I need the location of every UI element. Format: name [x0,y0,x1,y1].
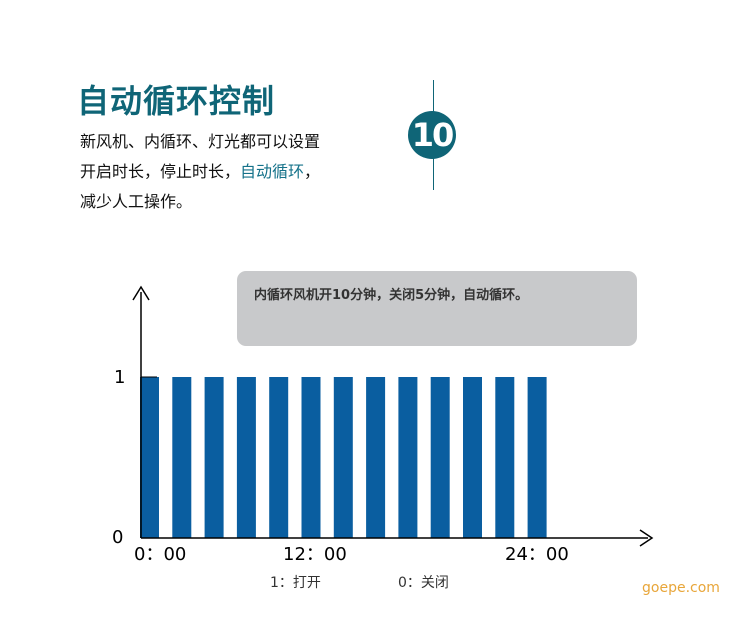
desc-line-2-part-b: ， [304,162,321,181]
x-axis-arrow [639,529,654,547]
note-text: 内循环风机开10分钟，关闭5分钟，自动循环。 [254,288,529,303]
bar-on-period-13 [527,377,547,538]
desc-line-2-part-a: 开启时长，停止时长， [80,162,241,181]
y-axis-arrow [132,285,150,301]
watermark-text: goepe.com [642,580,720,596]
y-tick-label-1: 1 [114,367,125,388]
x-tick-label-start: 0：00 [134,544,186,565]
desc-line-1: 新风机、内循环、灯光都可以设置 [80,132,321,151]
feature-number-badge: 10 [408,111,456,159]
bar-on-period-4 [236,377,256,538]
x-tick-label-mid: 12：00 [283,544,347,565]
bar-on-period-12 [495,377,515,538]
legend-off: 0：关闭 [398,575,449,591]
bar-on-period-9 [398,377,418,538]
y-tick-label-0: 0 [112,527,123,548]
note-box: 内循环风机开10分钟，关闭5分钟，自动循环。 [237,271,637,346]
bar-on-period-10 [430,377,450,538]
bar-on-period-6 [301,377,321,538]
bar-on-period-3 [204,377,224,538]
legend-on: 1：打开 [270,575,321,591]
x-tick-label-end: 24：00 [505,544,569,565]
description: 新风机、内循环、灯光都可以设置 开启时长，停止时长，自动循环， 减少人工操作。 [80,127,400,217]
bar-on-period-8 [366,377,386,538]
desc-highlight: 自动循环 [240,162,305,181]
bar-on-period-2 [172,377,192,538]
bar-on-period-5 [269,377,289,538]
page-title: 自动循环控制 [77,82,276,120]
bar-group [140,377,547,538]
bar-on-period-1 [140,377,159,538]
desc-line-3: 减少人工操作。 [80,192,193,211]
bar-on-period-11 [463,377,482,538]
desc-line-2: 开启时长，停止时长，自动循环， [80,157,400,187]
bar-on-period-7 [333,377,353,538]
